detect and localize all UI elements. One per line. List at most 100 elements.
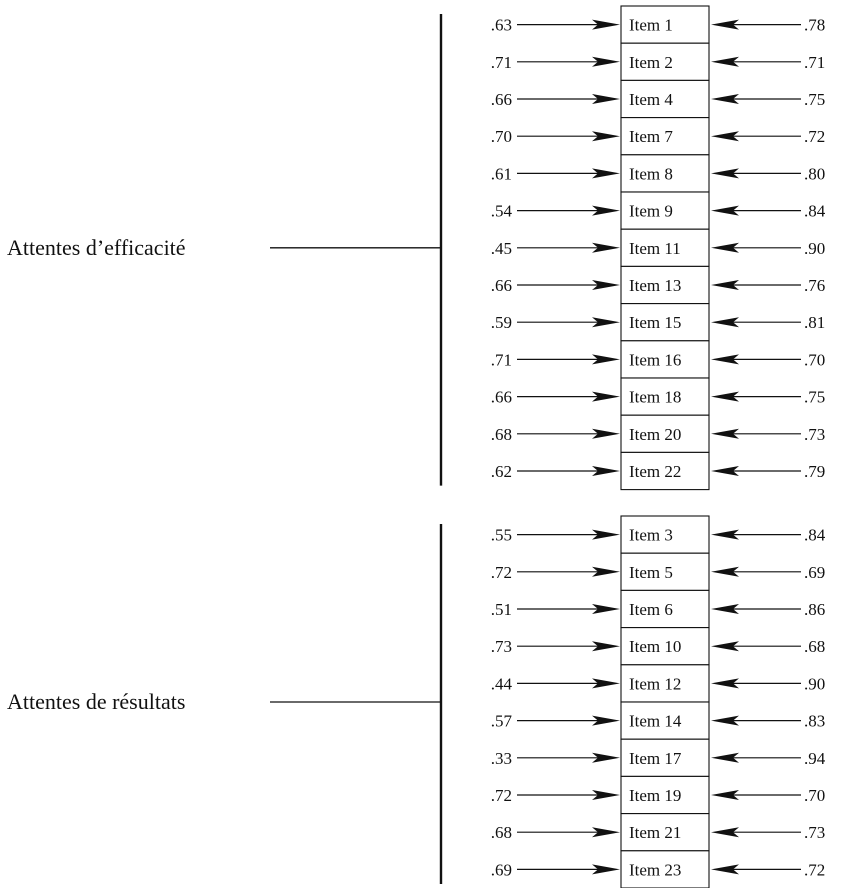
factor-loading: .55 bbox=[491, 526, 512, 545]
loading-arrowhead bbox=[592, 864, 620, 875]
item-label: Item 17 bbox=[629, 749, 682, 768]
item-box bbox=[620, 117, 710, 156]
error-arrowhead bbox=[711, 19, 739, 30]
item-label: Item 14 bbox=[629, 712, 682, 731]
factor-loading: .45 bbox=[491, 239, 512, 258]
error-value: .70 bbox=[804, 350, 825, 369]
loading-arrowhead bbox=[592, 715, 620, 726]
error-arrowhead bbox=[711, 242, 739, 253]
error-arrowhead bbox=[711, 56, 739, 67]
factor-loading: .68 bbox=[491, 823, 512, 842]
error-value: .71 bbox=[804, 53, 825, 72]
loading-arrowhead bbox=[592, 19, 620, 30]
factor-label: Attentes d’efficacité bbox=[7, 235, 186, 260]
item-box bbox=[620, 414, 710, 453]
error-arrowhead bbox=[711, 641, 739, 652]
loading-arrowhead bbox=[592, 280, 620, 290]
loading-arrowhead bbox=[592, 827, 620, 838]
item-label: Item 6 bbox=[629, 600, 673, 619]
item-label: Item 3 bbox=[629, 526, 673, 545]
error-arrowhead bbox=[711, 715, 739, 726]
error-arrowhead bbox=[711, 678, 739, 689]
error-arrowhead bbox=[711, 94, 739, 104]
error-arrowhead bbox=[711, 529, 739, 540]
item-label: Item 16 bbox=[629, 350, 681, 369]
factor-loading: .59 bbox=[491, 313, 512, 332]
loading-arrowhead bbox=[592, 354, 620, 365]
item-box bbox=[620, 552, 710, 591]
item-box bbox=[620, 377, 710, 416]
item-box bbox=[620, 775, 710, 815]
factor-loading: .72 bbox=[491, 786, 512, 805]
item-label: Item 1 bbox=[629, 16, 673, 35]
error-value: .75 bbox=[804, 90, 825, 109]
item-box bbox=[620, 191, 710, 230]
factor-loading: .70 bbox=[491, 127, 512, 146]
factor-loading: .63 bbox=[491, 16, 512, 35]
item-box bbox=[620, 627, 710, 666]
error-value: .72 bbox=[804, 860, 825, 879]
loading-arrowhead bbox=[592, 317, 620, 328]
error-arrowhead bbox=[711, 790, 739, 800]
item-box bbox=[620, 738, 710, 777]
item-label: Item 7 bbox=[629, 127, 673, 146]
factor-loading: .73 bbox=[491, 637, 512, 656]
factor-loading: .68 bbox=[491, 425, 512, 444]
error-value: .86 bbox=[804, 600, 825, 619]
error-arrowhead bbox=[711, 131, 739, 142]
error-arrowhead bbox=[711, 354, 739, 365]
factor-loading: .66 bbox=[491, 90, 512, 109]
error-value: .84 bbox=[804, 202, 826, 221]
item-box bbox=[620, 813, 710, 852]
item-box bbox=[620, 42, 710, 81]
error-arrowhead bbox=[711, 317, 739, 328]
item-box bbox=[620, 589, 710, 629]
item-label: Item 13 bbox=[629, 276, 681, 295]
error-value: .76 bbox=[804, 276, 825, 295]
error-value: .70 bbox=[804, 786, 825, 805]
item-box bbox=[620, 5, 710, 44]
loading-arrowhead bbox=[592, 56, 620, 67]
item-box bbox=[620, 303, 710, 342]
error-arrowhead bbox=[711, 466, 739, 476]
factor-loading: .72 bbox=[491, 563, 512, 582]
item-box bbox=[620, 515, 710, 554]
item-box bbox=[620, 340, 710, 379]
error-value: .68 bbox=[804, 637, 825, 656]
error-value: .78 bbox=[804, 16, 825, 35]
loading-arrowhead bbox=[592, 131, 620, 142]
item-label: Item 2 bbox=[629, 53, 673, 72]
item-label: Item 19 bbox=[629, 786, 681, 805]
loading-arrowhead bbox=[592, 529, 620, 540]
item-label: Item 9 bbox=[629, 202, 673, 221]
factor-loading: .61 bbox=[491, 164, 512, 183]
item-label: Item 21 bbox=[629, 823, 681, 842]
item-label: Item 15 bbox=[629, 313, 681, 332]
item-label: Item 10 bbox=[629, 637, 681, 656]
factor-loading: .33 bbox=[491, 749, 512, 768]
loading-arrowhead bbox=[592, 678, 620, 689]
error-value: .75 bbox=[804, 388, 825, 407]
loading-arrowhead bbox=[592, 391, 620, 402]
factor-loading: .71 bbox=[491, 53, 512, 72]
item-label: Item 8 bbox=[629, 164, 673, 183]
loading-arrowhead bbox=[592, 566, 620, 577]
item-box bbox=[620, 265, 710, 305]
error-value: .80 bbox=[804, 164, 825, 183]
error-value: .81 bbox=[804, 313, 825, 332]
item-label: Item 11 bbox=[629, 239, 681, 258]
item-label: Item 20 bbox=[629, 425, 681, 444]
loading-arrowhead bbox=[592, 168, 620, 179]
loading-arrowhead bbox=[592, 790, 620, 800]
error-value: .73 bbox=[804, 425, 825, 444]
factor-loading: .62 bbox=[491, 462, 512, 481]
factor-loading: .71 bbox=[491, 350, 512, 369]
error-value: .73 bbox=[804, 823, 825, 842]
item-box bbox=[620, 154, 710, 193]
error-arrowhead bbox=[711, 428, 739, 439]
item-box bbox=[620, 850, 710, 888]
factor-loading: .54 bbox=[491, 202, 513, 221]
loading-arrowhead bbox=[592, 604, 620, 614]
loading-arrowhead bbox=[592, 94, 620, 104]
